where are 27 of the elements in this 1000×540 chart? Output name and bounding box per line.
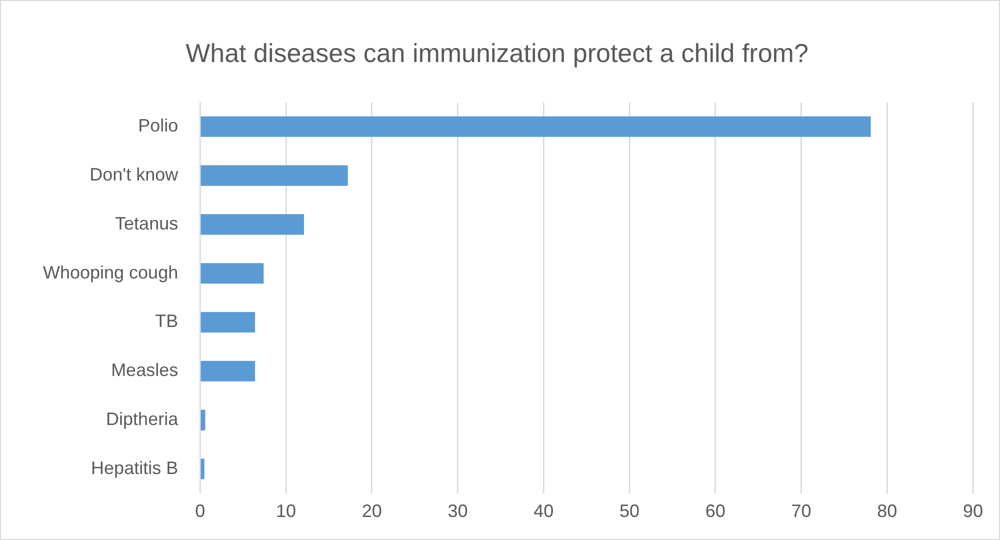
y-tick-label: Whooping cough bbox=[42, 262, 178, 282]
y-tick-label: Diptheria bbox=[106, 409, 180, 430]
bar bbox=[200, 312, 256, 333]
y-tick-label: Tetanus bbox=[115, 213, 178, 234]
bar bbox=[200, 360, 256, 382]
x-tick-label: 70 bbox=[791, 501, 812, 522]
x-tick-label: 10 bbox=[276, 501, 296, 522]
bar bbox=[200, 263, 264, 284]
x-tick-label: 80 bbox=[877, 501, 898, 522]
bar bbox=[200, 116, 871, 137]
bar bbox=[200, 410, 206, 430]
x-tick-label: 90 bbox=[962, 501, 984, 522]
bar bbox=[200, 214, 304, 235]
y-tick-label: Don't know bbox=[90, 164, 180, 185]
y-tick-label: Measles bbox=[111, 360, 178, 380]
bar bbox=[200, 165, 348, 186]
x-tick-label: 20 bbox=[362, 501, 382, 522]
x-tick-label: 60 bbox=[705, 501, 726, 522]
y-tick-label: Polio bbox=[138, 116, 178, 136]
x-tick-label: 40 bbox=[534, 501, 554, 522]
x-tick-label: 0 bbox=[195, 501, 206, 522]
chart-title: What diseases can immunization protect a child from? bbox=[186, 38, 808, 68]
y-tick-label: TB bbox=[155, 311, 178, 332]
bar bbox=[200, 458, 204, 480]
x-tick-label: 30 bbox=[448, 501, 468, 522]
x-tick-label: 50 bbox=[619, 501, 640, 522]
y-tick-label: Hepatitis B bbox=[91, 458, 178, 478]
